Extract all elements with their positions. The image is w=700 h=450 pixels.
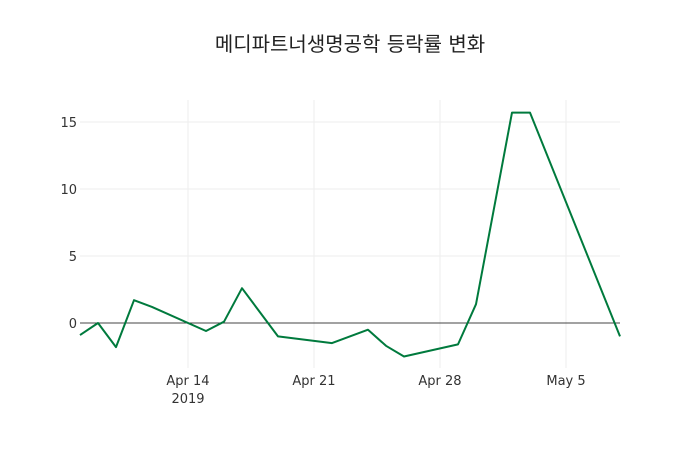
y-tick-label: 10 bbox=[60, 183, 77, 198]
chart-title: 메디파트너생명공학 등락률 변화 bbox=[214, 32, 486, 56]
y-tick-label: 0 bbox=[69, 317, 77, 332]
x-tick-year: 2019 bbox=[171, 392, 204, 407]
x-tick-label: May 5 bbox=[546, 374, 585, 389]
x-tick-label: Apr 21 bbox=[292, 374, 335, 389]
y-tick-label: 15 bbox=[60, 116, 77, 131]
data-line bbox=[79, 111, 621, 358]
x-tick-label: Apr 28 bbox=[418, 374, 461, 389]
x-tick-label: Apr 14 bbox=[166, 374, 209, 389]
y-tick-label: 5 bbox=[69, 250, 77, 265]
